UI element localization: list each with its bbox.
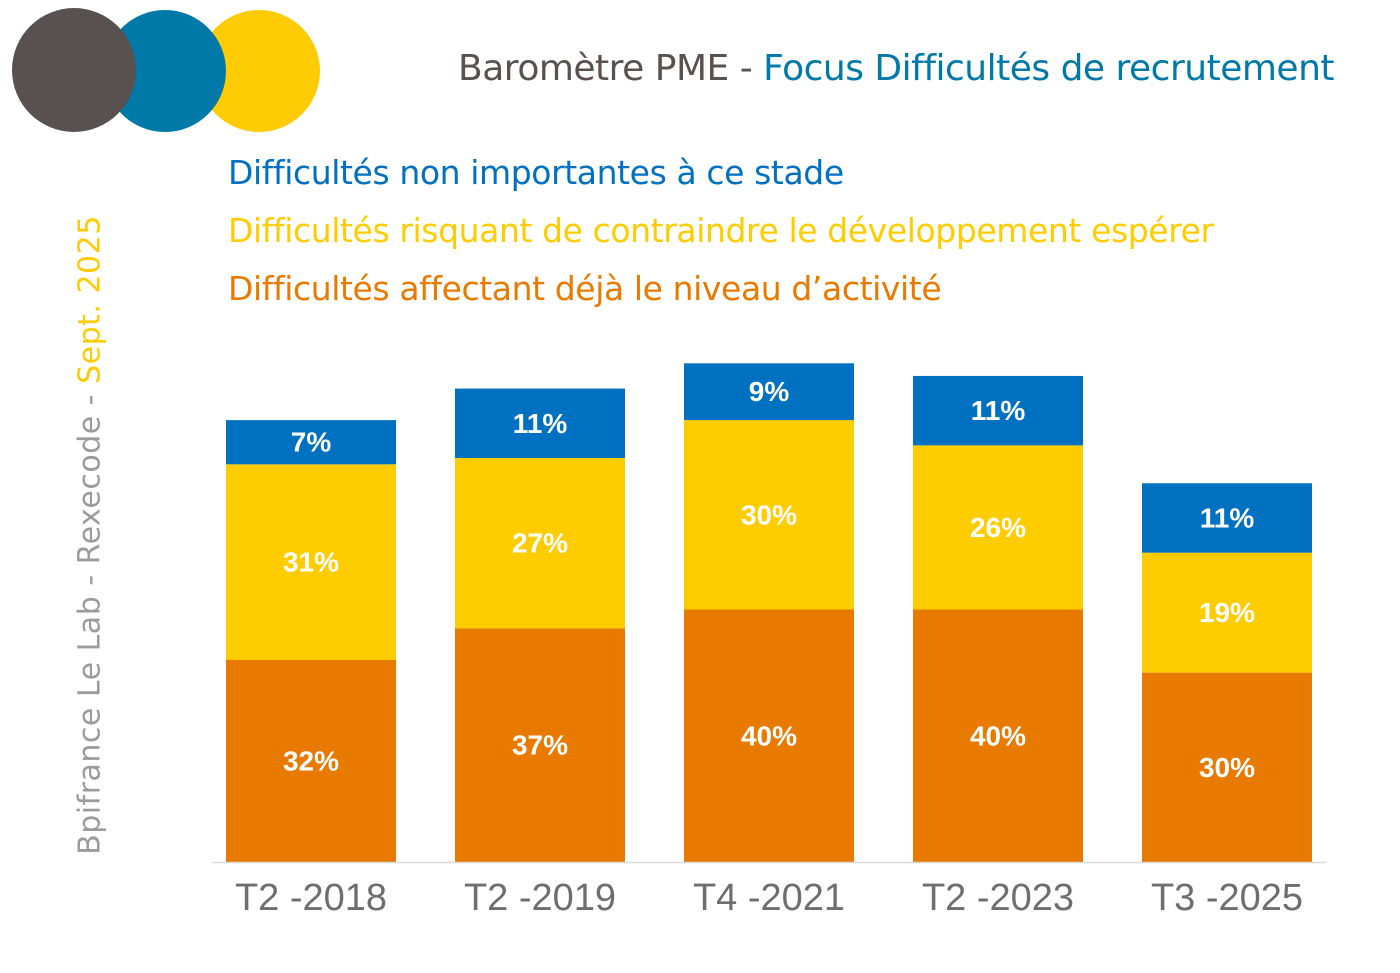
data-label: 31% <box>283 547 339 578</box>
data-label: 30% <box>1199 752 1255 783</box>
legend-item: Difficultés affectant déjà le niveau d’a… <box>228 269 942 308</box>
x-tick-label: T2 -2023 <box>922 877 1074 919</box>
bar-segment <box>226 660 396 862</box>
page-title-series: Baromètre PME - <box>458 48 764 89</box>
bar-segment <box>913 375 1083 446</box>
x-tick-label: T2 -2019 <box>464 877 616 919</box>
bar-segment <box>455 628 625 862</box>
data-label: 19% <box>1199 597 1255 628</box>
bar-segment <box>913 445 1083 610</box>
bar-segment <box>226 464 396 660</box>
data-label: 26% <box>970 512 1026 543</box>
bar-segment <box>1142 483 1312 553</box>
bar-segment <box>1142 552 1312 673</box>
data-label: 11% <box>971 395 1026 426</box>
bar-segment <box>913 609 1083 862</box>
page-title: Baromètre PME - Focus Difficultés de rec… <box>458 48 1334 89</box>
data-label: 40% <box>741 720 797 751</box>
data-label: 7% <box>291 427 332 458</box>
data-label: 9% <box>749 376 790 407</box>
brand-logo <box>0 0 340 140</box>
x-tick-label: T2 -2018 <box>235 877 387 919</box>
bar-segment <box>684 609 854 862</box>
logo-grey-circle <box>12 8 136 132</box>
legend-item: Difficultés risquant de contraindre le d… <box>228 211 1214 250</box>
data-label: 11% <box>513 408 568 439</box>
chart-legend: Difficultés non importantes à ce stade Di… <box>228 150 1214 324</box>
data-label: 40% <box>970 720 1026 751</box>
data-label: 37% <box>512 730 568 761</box>
x-tick-label: T3 -2025 <box>1151 877 1303 919</box>
bar-segment <box>684 420 854 610</box>
bar-segment <box>226 420 396 465</box>
data-label: 32% <box>283 746 339 777</box>
bar-segment <box>684 363 854 421</box>
bar-segment <box>1142 672 1312 862</box>
bar-segment <box>455 388 625 458</box>
legend-item: Difficultés non importantes à ce stade <box>228 153 844 192</box>
data-label: 11% <box>1200 502 1255 533</box>
x-tick-label: T4 -2021 <box>693 877 845 919</box>
page-title-topic: Focus Difficultés de recrutement <box>763 48 1334 89</box>
data-label: 27% <box>512 528 568 559</box>
data-label: 30% <box>741 499 797 530</box>
bar-segment <box>455 458 625 629</box>
